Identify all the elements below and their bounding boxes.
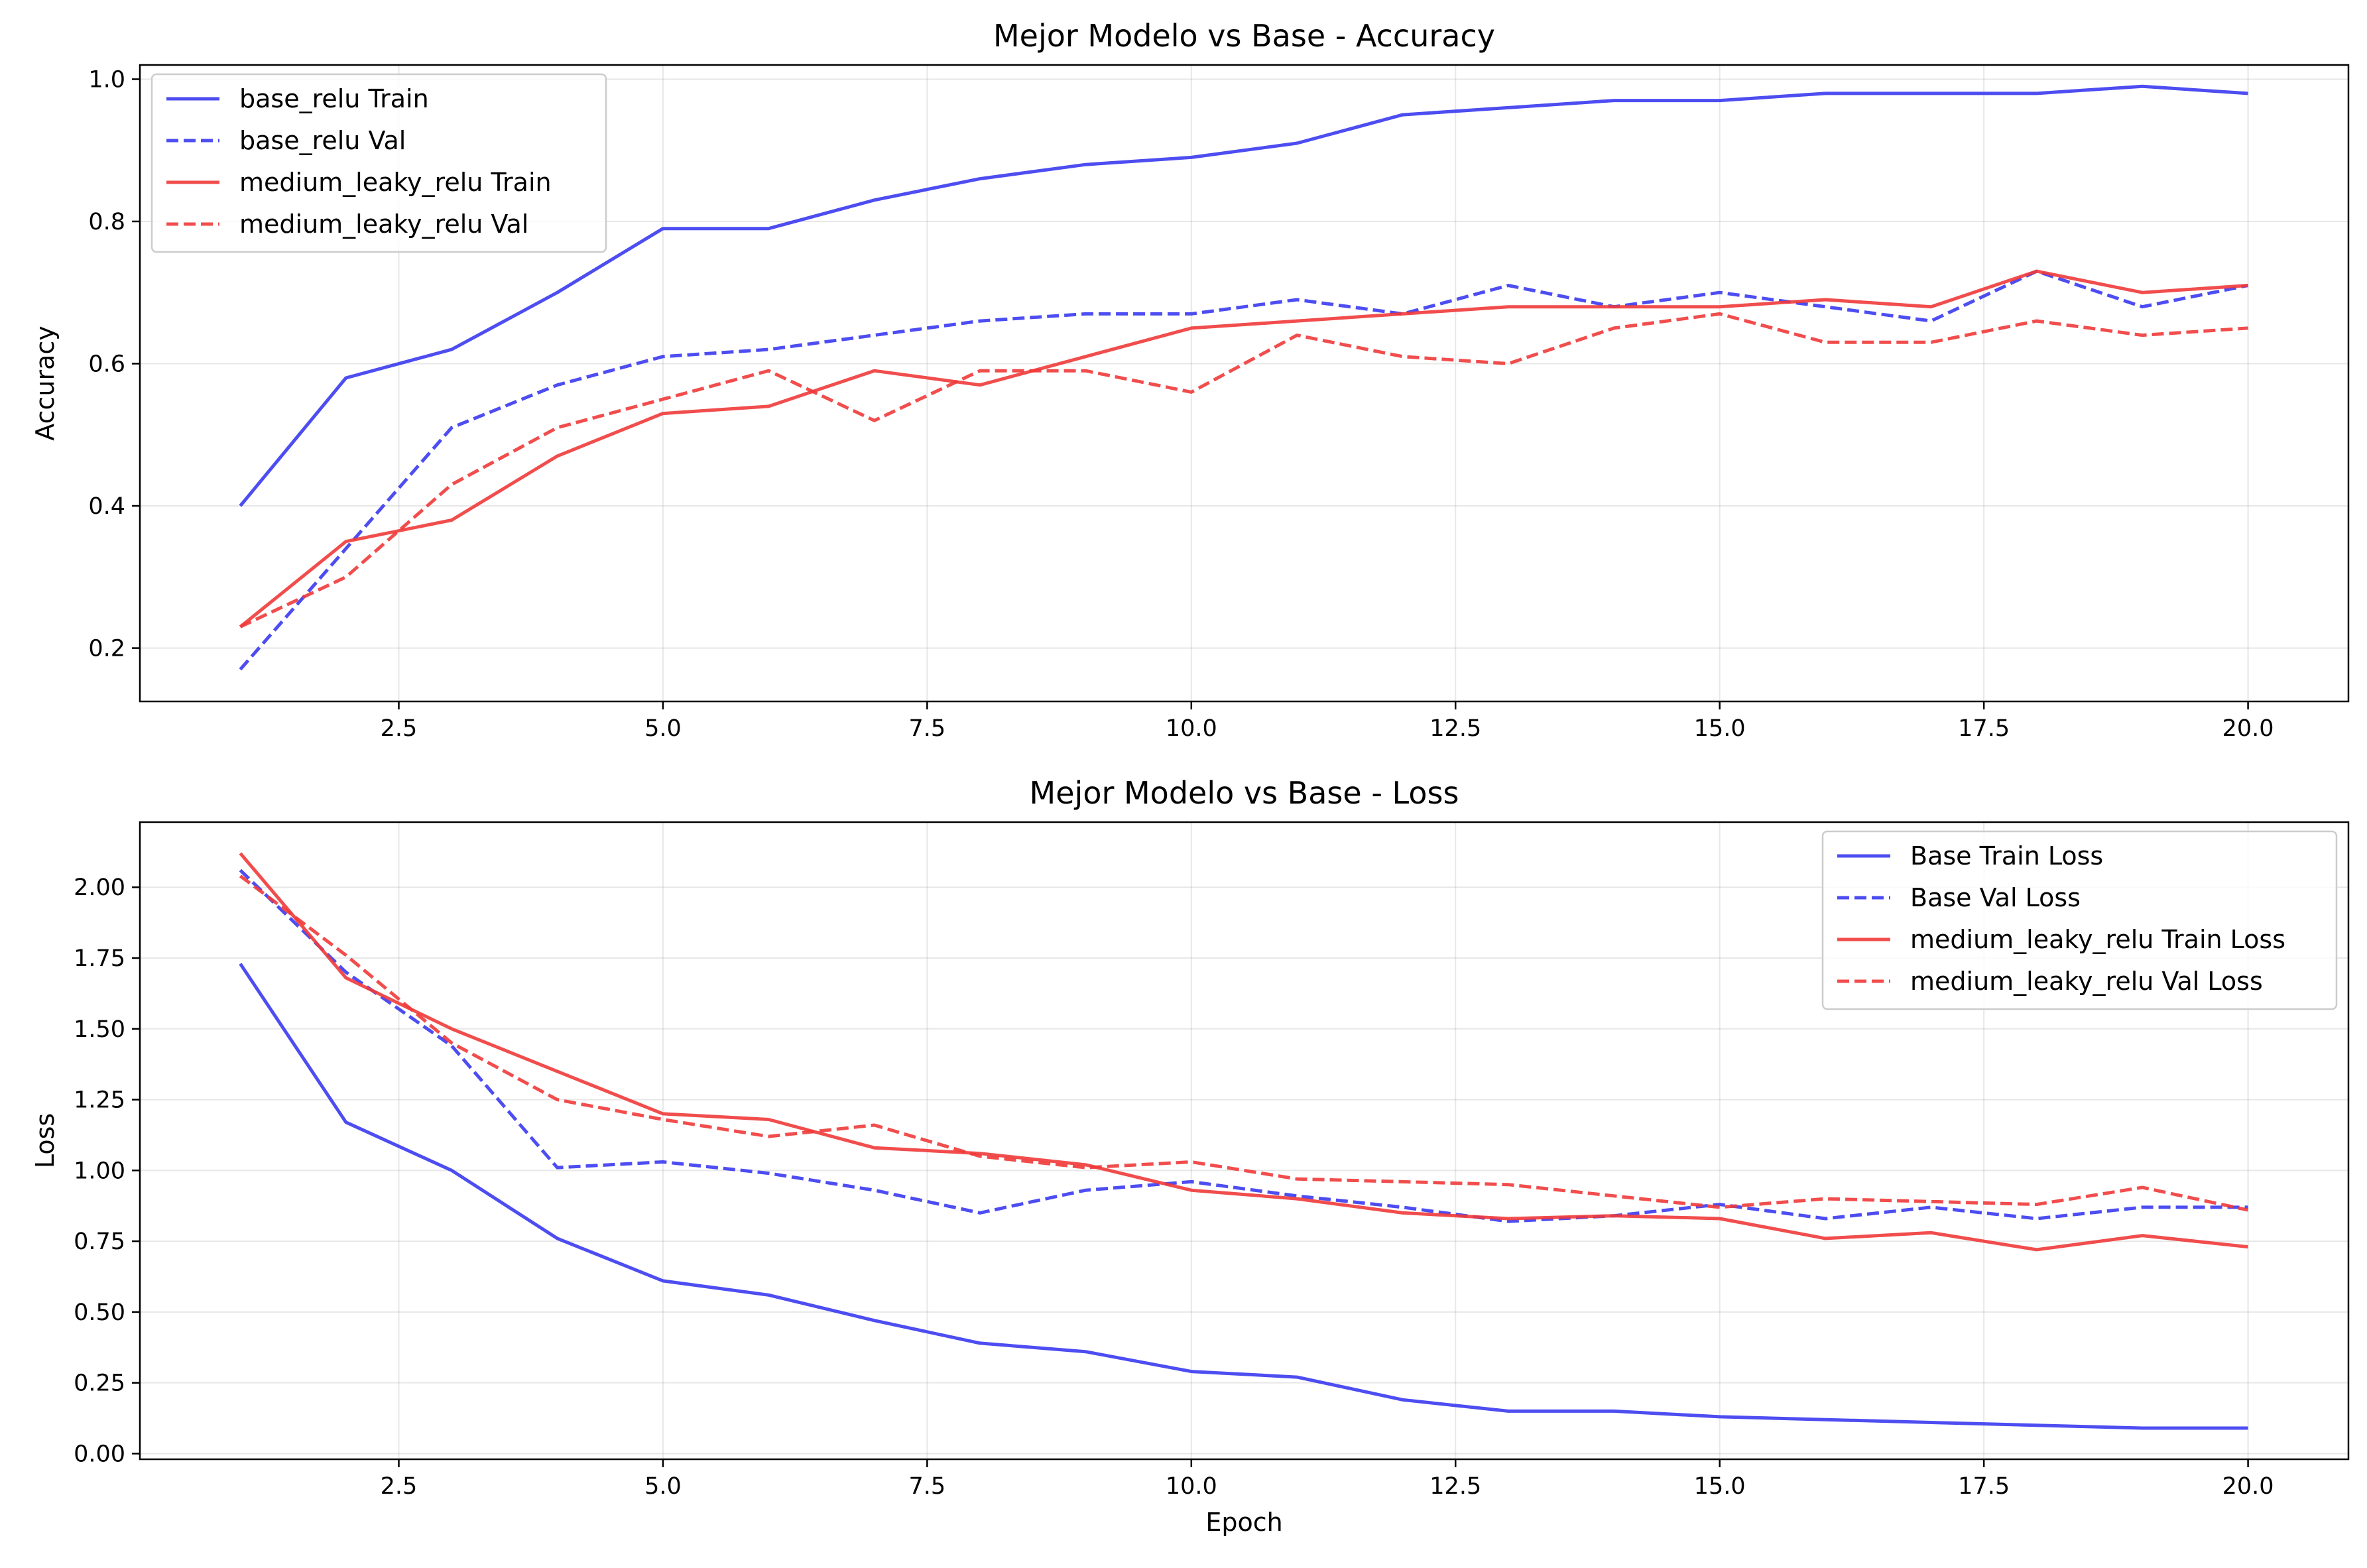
x-tick-label: 17.5: [1958, 715, 2010, 742]
y-tick-label: 0.8: [88, 209, 125, 235]
x-tick-label: 10.0: [1166, 715, 1217, 742]
x-axis-label: Epoch: [1205, 1508, 1282, 1537]
legend: base_relu Train base_relu Val medium_leaky…: [151, 73, 607, 253]
y-axis-label: Accuracy: [30, 326, 60, 441]
y-tick-label: 0.75: [74, 1229, 125, 1255]
series-line-0: [239, 84, 2248, 507]
x-tick-label: 7.5: [909, 1473, 946, 1500]
subplot-1: 2.5 5.0 7.5 10.0 12.5 15.0 17.5 20.0 0.00 0.25 0.5…: [30, 775, 2350, 1537]
axes-frame: [139, 64, 2350, 703]
subplot-0: 2.5 5.0 7.5 10.0 12.5 15.0 17.5 20.0 0.2 0.4 0.6 0.…: [30, 18, 2350, 742]
y-tick-label: 1.0: [88, 66, 125, 93]
series-line-2: [239, 852, 2248, 1252]
legend-entry-label: medium_leaky_relu Train: [239, 168, 552, 197]
y-tick-label: 1.00: [74, 1158, 125, 1184]
y-tick-label: 1.50: [74, 1016, 125, 1043]
series-line-2: [239, 269, 2248, 629]
y-tick-label: 0.4: [88, 493, 125, 520]
x-tick-label: 12.5: [1429, 1473, 1481, 1500]
x-tick-label: 5.0: [644, 715, 682, 742]
x-tick-label: 2.5: [381, 715, 418, 742]
legend-entry-label: base_relu Train: [239, 84, 429, 113]
axes-frame: [139, 821, 2350, 1461]
x-tick-label: 17.5: [1958, 1473, 2010, 1500]
series-line-3: [239, 312, 2248, 629]
x-tick-label: 15.0: [1694, 715, 1746, 742]
chart-title: Mejor Modelo vs Base - Loss: [1030, 775, 1459, 811]
series-line-3: [239, 874, 2249, 1212]
y-tick-label: 2.00: [74, 874, 125, 901]
x-tick-label: 2.5: [381, 1473, 418, 1500]
legend-box: [1821, 830, 2338, 1010]
legend-box: [151, 73, 607, 253]
y-tick-label: 0.6: [88, 351, 125, 378]
y-tick-label: 0.50: [74, 1299, 125, 1326]
y-tick-label: 1.25: [74, 1087, 125, 1114]
x-tick-label: 7.5: [909, 715, 946, 742]
x-tick-label: 12.5: [1429, 715, 1481, 742]
legend-entry-label: Base Train Loss: [1910, 841, 2103, 871]
y-tick-label: 1.75: [74, 945, 125, 972]
x-tick-label: 15.0: [1694, 1473, 1746, 1500]
legend-entry-label: medium_leaky_relu Val: [239, 210, 528, 239]
series-line-1: [239, 269, 2249, 671]
legend-entry-label: medium_leaky_relu Val Loss: [1910, 967, 2263, 996]
series-line-1: [239, 869, 2248, 1223]
series-line-0: [239, 963, 2248, 1430]
x-tick-label: 5.0: [644, 1473, 682, 1500]
x-tick-label: 20.0: [2222, 1473, 2274, 1500]
legend-entry-label: medium_leaky_relu Train Loss: [1910, 925, 2285, 954]
y-axis-label: Loss: [30, 1113, 60, 1168]
y-tick-label: 0.00: [74, 1441, 125, 1467]
x-tick-label: 20.0: [2222, 715, 2274, 742]
legend-entry-label: Base Val Loss: [1910, 883, 2081, 912]
legend: Base Train Loss Base Val Loss medium_leaky…: [1821, 830, 2338, 1010]
x-tick-label: 10.0: [1166, 1473, 1217, 1500]
y-tick-label: 0.25: [74, 1370, 125, 1397]
chart-title: Mejor Modelo vs Base - Accuracy: [993, 18, 1495, 54]
legend-entry-label: base_relu Val: [239, 126, 406, 155]
y-tick-label: 0.2: [88, 636, 125, 662]
